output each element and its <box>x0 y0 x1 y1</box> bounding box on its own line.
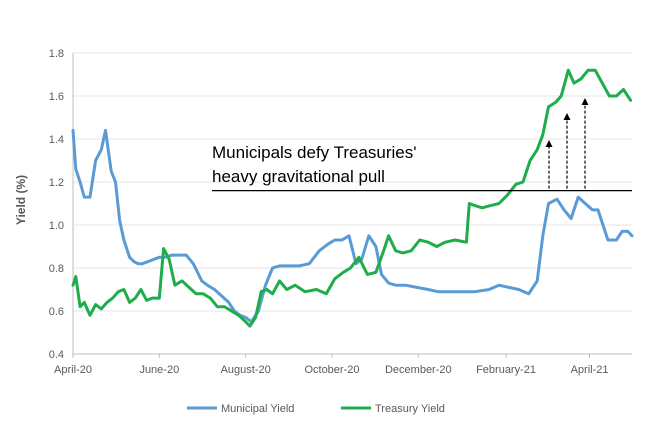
x-tick-label: October-20 <box>304 364 359 376</box>
y-tick-label: 0.6 <box>49 306 64 318</box>
x-tick-label: August-20 <box>221 364 271 376</box>
gridlines <box>73 52 632 312</box>
x-tick-label: April-20 <box>54 364 92 376</box>
annotation-arrows <box>545 98 589 189</box>
y-tick-label: 1.0 <box>49 220 64 232</box>
x-tick-label: April-21 <box>571 364 609 376</box>
x-axis-tick-labels: April-20 June-20 August-20 October-20 Decemb… <box>54 354 608 376</box>
legend-label: Treasury Yield <box>375 403 445 415</box>
y-tick-label: 1.4 <box>49 134 64 146</box>
y-tick-label: 0.4 <box>49 349 64 361</box>
x-tick-label: June-20 <box>139 364 179 376</box>
x-tick-label: February-21 <box>476 364 536 376</box>
legend: Municipal Yield Treasury Yield <box>187 403 445 415</box>
annotation-arrow-head <box>545 140 553 147</box>
y-axis-tick-labels: 0.4 0.6 0.8 1.0 1.2 1.4 1.6 1.8 <box>49 48 64 361</box>
annotation-line-2: heavy gravitational pull <box>212 167 385 186</box>
annotation-line-1: Municipals defy Treasuries' <box>212 143 417 162</box>
series-lines <box>71 68 634 328</box>
x-tick-label: December-20 <box>385 364 452 376</box>
legend-label: Municipal Yield <box>221 403 294 415</box>
y-axis-label: Yield (%) <box>14 175 28 225</box>
annotation-arrow-head <box>581 98 589 105</box>
y-tick-label: 0.8 <box>49 263 64 275</box>
series-line-treasury-yield <box>71 68 633 328</box>
series-line-municipal-yield <box>71 128 634 324</box>
annotation-arrow-head <box>563 113 571 120</box>
y-tick-label: 1.8 <box>49 48 64 60</box>
y-tick-label: 1.2 <box>49 177 64 189</box>
y-tick-label: 1.6 <box>49 91 64 103</box>
